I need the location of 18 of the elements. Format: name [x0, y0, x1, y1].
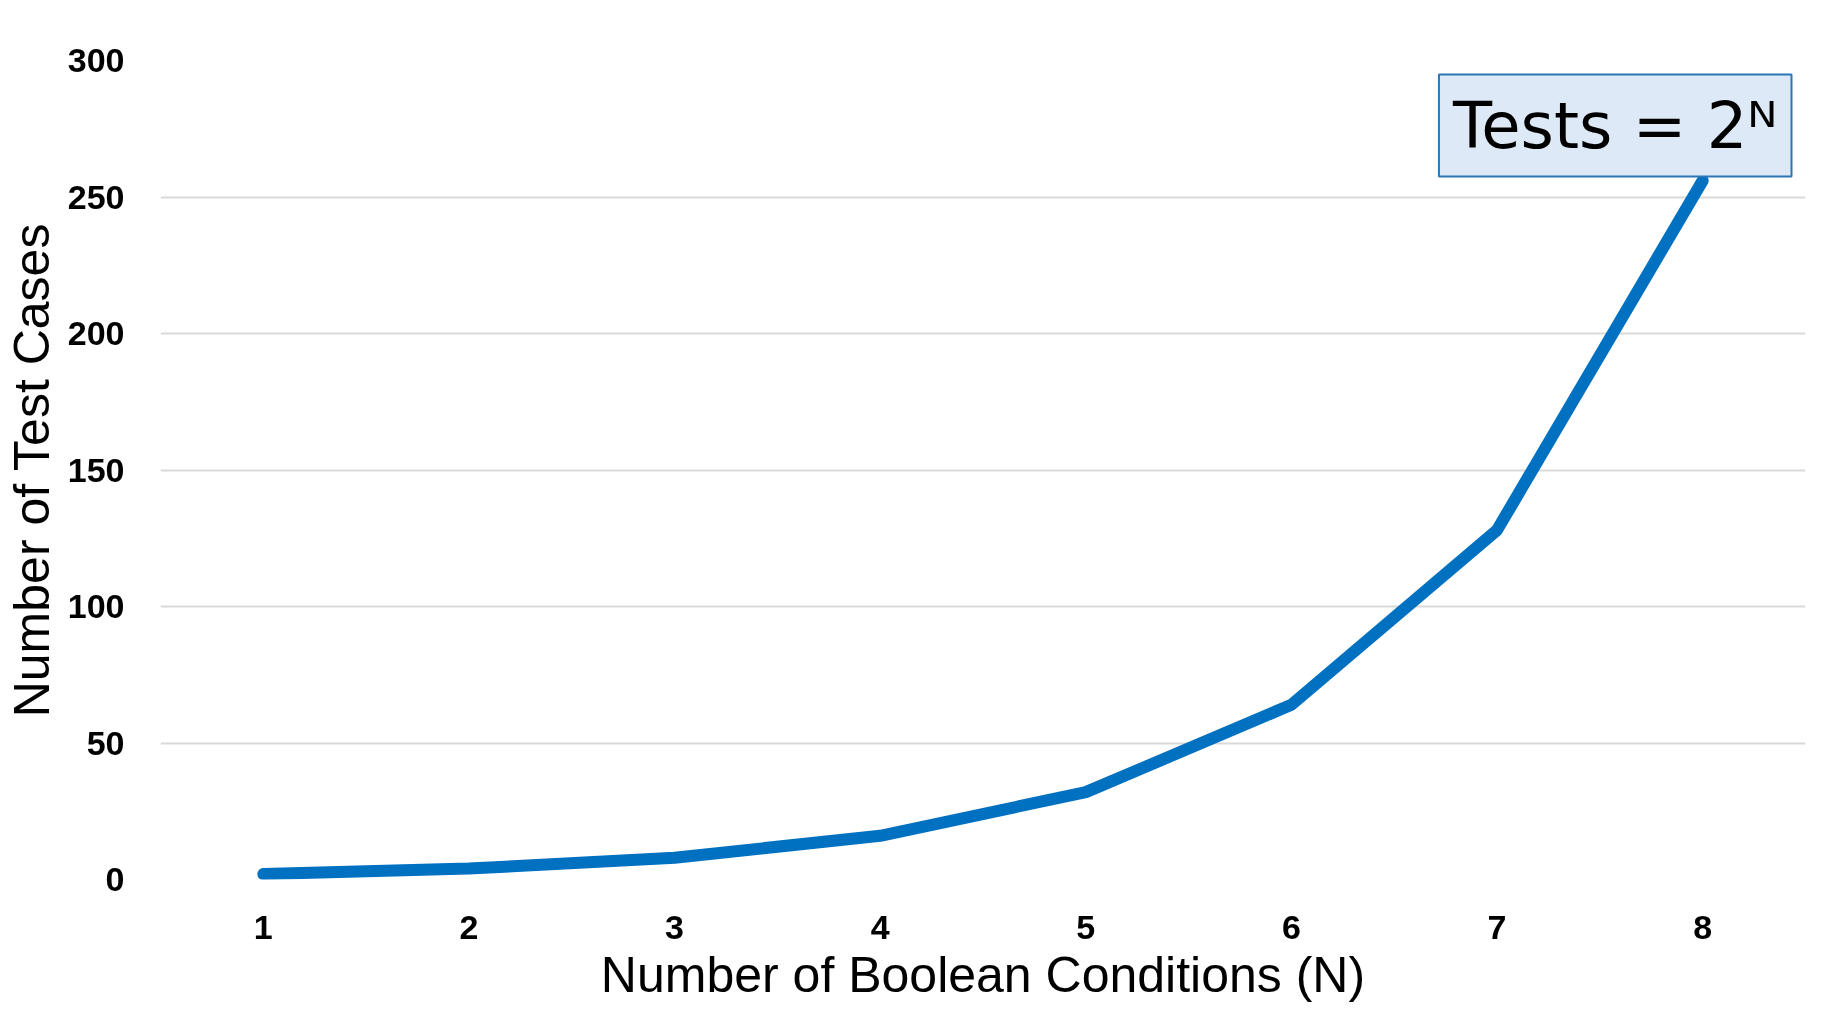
y-tick-label: 300 [67, 41, 125, 79]
x-tick-label: 6 [1281, 907, 1301, 946]
y-tick-label: 50 [86, 723, 125, 762]
y-tick-label: 200 [67, 314, 125, 352]
x-tick-label: 4 [870, 907, 890, 946]
y-tick-label: 150 [67, 450, 125, 489]
y-tick-label: 250 [67, 177, 125, 216]
x-tick-label: 7 [1487, 907, 1507, 946]
y-tick-label: 0 [105, 860, 125, 898]
x-axis-title: Number of Boolean Conditions (N) [600, 946, 1366, 1003]
x-tick-label: 1 [253, 907, 273, 946]
x-tick-label: 8 [1693, 907, 1713, 946]
y-axis-title: Number of Test Cases [3, 223, 60, 718]
annotation: Tests = 2ᴺ [1451, 88, 1778, 163]
x-tick-label: 3 [665, 907, 685, 946]
x-tick-label: 5 [1076, 907, 1096, 946]
y-tick-label: 100 [67, 587, 125, 625]
x-tick-label: 2 [459, 907, 479, 946]
